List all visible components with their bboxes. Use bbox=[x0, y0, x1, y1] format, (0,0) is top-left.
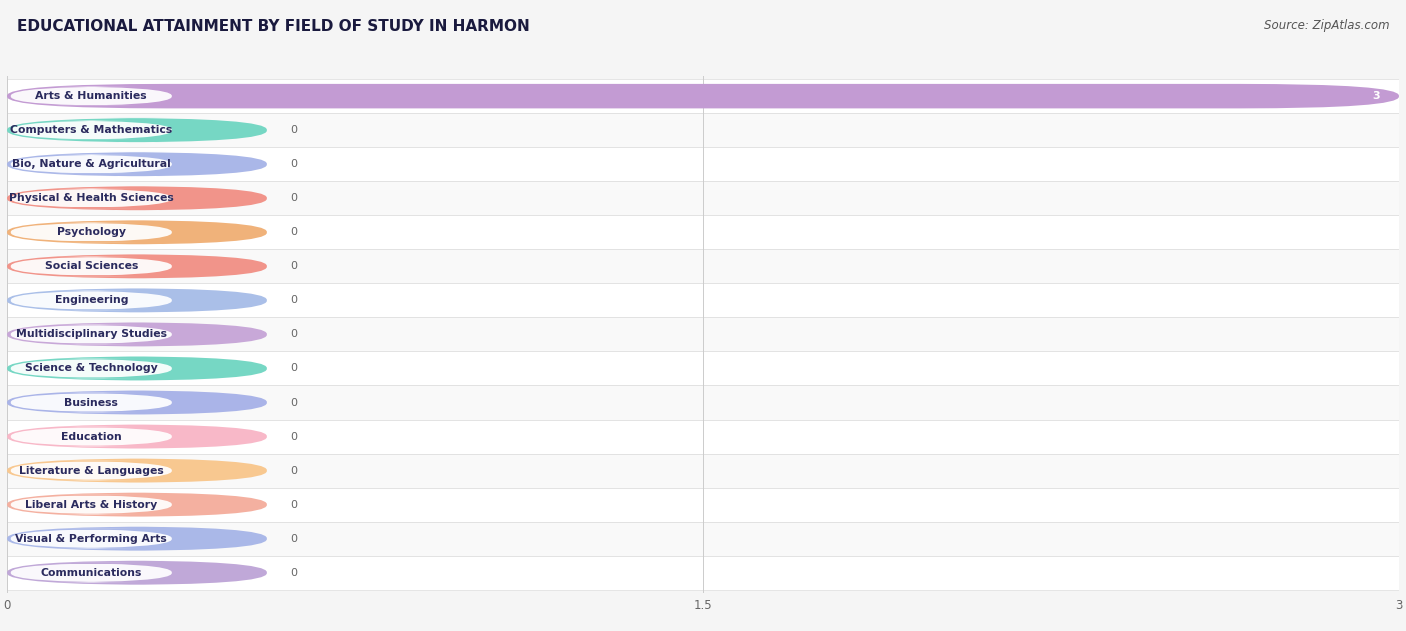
Text: Psychology: Psychology bbox=[56, 227, 125, 237]
Bar bbox=[7, 79, 1399, 113]
Text: Literature & Languages: Literature & Languages bbox=[18, 466, 163, 476]
Text: Education: Education bbox=[60, 432, 122, 442]
FancyBboxPatch shape bbox=[11, 155, 172, 174]
Text: 0: 0 bbox=[290, 193, 297, 203]
Text: 0: 0 bbox=[290, 295, 297, 305]
Bar bbox=[7, 351, 1399, 386]
FancyBboxPatch shape bbox=[11, 392, 172, 412]
FancyBboxPatch shape bbox=[7, 118, 267, 143]
Text: Communications: Communications bbox=[41, 568, 142, 578]
Text: 0: 0 bbox=[290, 363, 297, 374]
Text: 0: 0 bbox=[290, 568, 297, 578]
Text: Multidisciplinary Studies: Multidisciplinary Studies bbox=[15, 329, 167, 339]
FancyBboxPatch shape bbox=[7, 186, 267, 211]
FancyBboxPatch shape bbox=[11, 291, 172, 310]
FancyBboxPatch shape bbox=[7, 526, 267, 551]
FancyBboxPatch shape bbox=[7, 84, 1399, 109]
Text: 0: 0 bbox=[290, 261, 297, 271]
Text: Liberal Arts & History: Liberal Arts & History bbox=[25, 500, 157, 510]
Text: 0: 0 bbox=[290, 227, 297, 237]
Text: Business: Business bbox=[65, 398, 118, 408]
FancyBboxPatch shape bbox=[11, 563, 172, 582]
FancyBboxPatch shape bbox=[7, 357, 267, 380]
FancyBboxPatch shape bbox=[7, 322, 267, 346]
FancyBboxPatch shape bbox=[11, 324, 172, 345]
Text: Arts & Humanities: Arts & Humanities bbox=[35, 91, 148, 101]
Bar bbox=[7, 386, 1399, 420]
Text: 0: 0 bbox=[290, 500, 297, 510]
Text: Bio, Nature & Agricultural: Bio, Nature & Agricultural bbox=[11, 159, 170, 169]
FancyBboxPatch shape bbox=[7, 288, 267, 312]
Text: 0: 0 bbox=[290, 329, 297, 339]
FancyBboxPatch shape bbox=[7, 458, 267, 483]
FancyBboxPatch shape bbox=[7, 220, 267, 245]
Bar bbox=[7, 488, 1399, 522]
Text: 0: 0 bbox=[290, 466, 297, 476]
FancyBboxPatch shape bbox=[7, 492, 267, 517]
Text: Source: ZipAtlas.com: Source: ZipAtlas.com bbox=[1264, 19, 1389, 32]
Bar bbox=[7, 249, 1399, 283]
FancyBboxPatch shape bbox=[11, 121, 172, 140]
Text: 0: 0 bbox=[290, 432, 297, 442]
FancyBboxPatch shape bbox=[11, 495, 172, 514]
Text: 0: 0 bbox=[290, 534, 297, 544]
Text: Visual & Performing Arts: Visual & Performing Arts bbox=[15, 534, 167, 544]
FancyBboxPatch shape bbox=[11, 223, 172, 242]
Bar bbox=[7, 420, 1399, 454]
Bar bbox=[7, 113, 1399, 147]
FancyBboxPatch shape bbox=[11, 427, 172, 446]
Text: Engineering: Engineering bbox=[55, 295, 128, 305]
Text: 0: 0 bbox=[290, 159, 297, 169]
FancyBboxPatch shape bbox=[11, 529, 172, 548]
FancyBboxPatch shape bbox=[11, 189, 172, 208]
Text: Social Sciences: Social Sciences bbox=[45, 261, 138, 271]
Text: 3: 3 bbox=[1372, 91, 1381, 101]
FancyBboxPatch shape bbox=[7, 254, 267, 279]
FancyBboxPatch shape bbox=[11, 461, 172, 480]
FancyBboxPatch shape bbox=[11, 86, 172, 106]
FancyBboxPatch shape bbox=[11, 257, 172, 276]
FancyBboxPatch shape bbox=[7, 424, 267, 449]
Text: Physical & Health Sciences: Physical & Health Sciences bbox=[8, 193, 174, 203]
FancyBboxPatch shape bbox=[7, 152, 267, 177]
Bar bbox=[7, 556, 1399, 590]
Bar bbox=[7, 147, 1399, 181]
FancyBboxPatch shape bbox=[7, 560, 267, 585]
Text: Science & Technology: Science & Technology bbox=[25, 363, 157, 374]
Text: EDUCATIONAL ATTAINMENT BY FIELD OF STUDY IN HARMON: EDUCATIONAL ATTAINMENT BY FIELD OF STUDY… bbox=[17, 19, 530, 34]
Bar bbox=[7, 317, 1399, 351]
Bar bbox=[7, 522, 1399, 556]
Bar bbox=[7, 215, 1399, 249]
Text: 0: 0 bbox=[290, 125, 297, 135]
Text: 0: 0 bbox=[290, 398, 297, 408]
Text: Computers & Mathematics: Computers & Mathematics bbox=[10, 125, 173, 135]
Bar bbox=[7, 283, 1399, 317]
Bar bbox=[7, 181, 1399, 215]
FancyBboxPatch shape bbox=[11, 358, 172, 378]
FancyBboxPatch shape bbox=[7, 390, 267, 415]
Bar bbox=[7, 454, 1399, 488]
